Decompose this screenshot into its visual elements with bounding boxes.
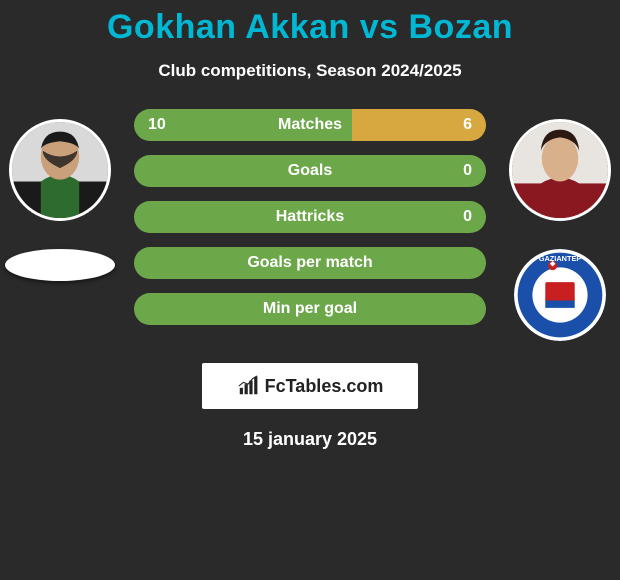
stat-label: Goals per match <box>247 254 372 272</box>
page-title: Gokhan Akkan vs Bozan <box>0 8 620 47</box>
bar-chart-icon <box>237 375 259 397</box>
stat-left-value: 10 <box>148 116 166 134</box>
stat-label: Matches <box>278 116 342 134</box>
crest-icon: GAZIANTEP <box>514 249 606 341</box>
player-left-avatar <box>9 119 111 221</box>
stat-bars: 10 Matches 6 Goals 0 Hattricks 0 Goals per matc… <box>112 109 508 325</box>
player-right-avatar <box>509 119 611 221</box>
subtitle: Club competitions, Season 2024/2025 <box>0 61 620 81</box>
avatar-placeholder-icon <box>512 122 608 218</box>
brand-logo-text: FcTables.com <box>265 376 384 397</box>
stat-row: Hattricks 0 <box>134 201 486 233</box>
stat-row: Goals per match <box>134 247 486 279</box>
stat-right-value: 0 <box>463 208 472 226</box>
comparison-date: 15 january 2025 <box>0 429 620 450</box>
stat-row: Min per goal <box>134 293 486 325</box>
brand-logo-box[interactable]: FcTables.com <box>202 363 418 409</box>
player-left-team-badge <box>5 249 115 281</box>
svg-text:GAZIANTEP: GAZIANTEP <box>539 254 582 263</box>
stat-row: Goals 0 <box>134 155 486 187</box>
stat-right-value: 6 <box>463 116 472 134</box>
player-right-team-crest: GAZIANTEP <box>514 249 606 341</box>
stat-label: Min per goal <box>263 300 357 318</box>
stat-row: 10 Matches 6 <box>134 109 486 141</box>
comparison-body: 10 Matches 6 Goals 0 Hattricks 0 Goals per matc… <box>0 109 620 341</box>
right-player-column: GAZIANTEP <box>508 109 612 341</box>
comparison-container: Gokhan Akkan vs Bozan Club competitions,… <box>0 0 620 450</box>
stat-label: Hattricks <box>276 208 344 226</box>
stat-label: Goals <box>288 162 332 180</box>
stat-right-value: 0 <box>463 162 472 180</box>
avatar-placeholder-icon <box>12 122 108 218</box>
left-player-column <box>8 109 112 281</box>
